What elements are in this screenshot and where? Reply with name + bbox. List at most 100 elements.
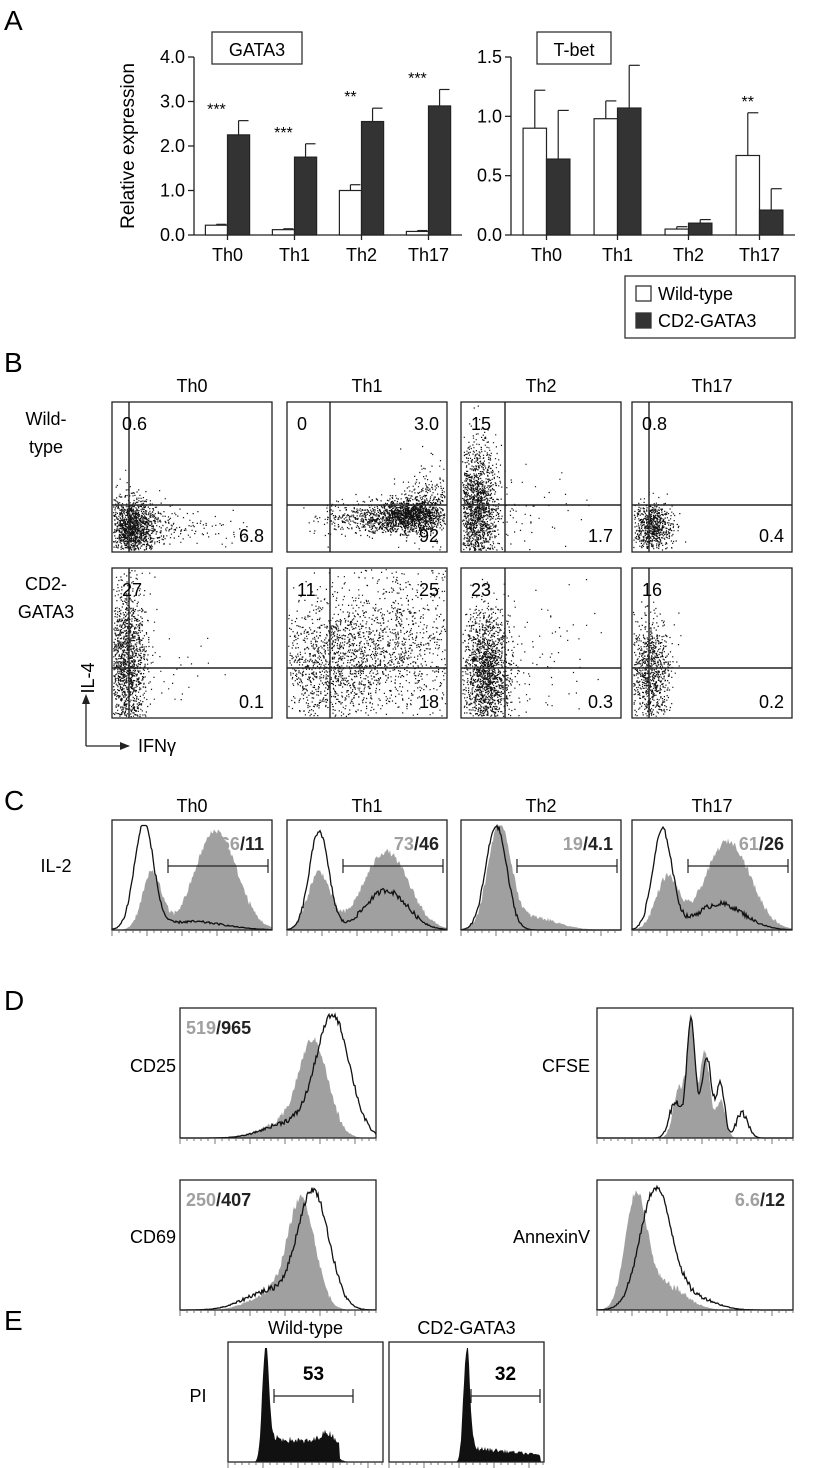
annexinv-histogram: AnnexinV 6.6/12 bbox=[513, 1179, 794, 1316]
x-tick-label-th17: Th17 bbox=[739, 245, 780, 265]
wild-type-value: 6.6 bbox=[735, 1190, 760, 1210]
significance-label: ** bbox=[742, 94, 754, 111]
cd25-label: CD25 bbox=[130, 1056, 176, 1076]
gata3-title-box bbox=[211, 31, 303, 65]
bar-wild-type-th0 bbox=[522, 127, 548, 236]
plot-frame bbox=[460, 401, 622, 553]
quadrant-ur-value: 3.0 bbox=[414, 414, 439, 434]
cell-events bbox=[303, 445, 446, 551]
pi-histogram-cd2-gata3: CD2-GATA3 32 bbox=[388, 1318, 545, 1468]
x-tick-label-th0: Th0 bbox=[212, 245, 243, 265]
significance-label: *** bbox=[207, 102, 226, 119]
tbet-title: T-bet bbox=[553, 40, 594, 60]
gate-values: 61/26 bbox=[739, 834, 784, 854]
panel-letter-e: E bbox=[4, 1305, 23, 1336]
histogram-fill bbox=[180, 1036, 376, 1138]
histogram-fill bbox=[287, 848, 447, 930]
legend-label-wild-type: Wild-type bbox=[658, 284, 733, 304]
histogram-fill bbox=[597, 1014, 793, 1138]
gate-values: 250/407 bbox=[186, 1190, 251, 1210]
legend: Wild-type CD2-GATA3 bbox=[624, 275, 796, 339]
plot-frame bbox=[286, 567, 448, 719]
plot-frame bbox=[111, 567, 273, 719]
x-axis-ticks bbox=[111, 930, 267, 936]
value-separator: / bbox=[240, 834, 245, 854]
quadrant-lr-value: 0.1 bbox=[239, 692, 264, 712]
bar-wild-type-th2 bbox=[338, 189, 363, 236]
histogram-fill bbox=[228, 1348, 383, 1462]
il2-histogram-th2: Th2 19/4.1 bbox=[460, 796, 622, 936]
histogram-frame bbox=[111, 819, 273, 931]
legend-label-cd2-gata3: CD2-GATA3 bbox=[658, 311, 756, 331]
y-tick-label: 0.0 bbox=[477, 225, 502, 245]
significance-label: ** bbox=[344, 89, 356, 106]
panel-letter-a: A bbox=[4, 5, 23, 36]
bar-cd2-gata3-th17 bbox=[427, 105, 452, 236]
value-separator: / bbox=[759, 834, 764, 854]
quadrant-lr-value: 1.7 bbox=[588, 526, 613, 546]
x-tick-label-th1: Th1 bbox=[279, 245, 310, 265]
gate-values: 6.6/12 bbox=[735, 1190, 785, 1210]
column-header-th0: Th0 bbox=[176, 796, 207, 816]
bar-cd2-gata3-th0 bbox=[226, 134, 251, 236]
cell-events bbox=[113, 570, 226, 718]
cd2-gata3-value: 46 bbox=[419, 834, 439, 854]
bar-wild-type-th2 bbox=[664, 228, 690, 236]
dot-plot-th17-row-1: 0.8 0.4 bbox=[631, 401, 793, 553]
pi-gate-value: 53 bbox=[303, 1364, 324, 1385]
gata3-ylabel: Relative expression bbox=[118, 63, 139, 229]
quadrant-ul-value: 0.8 bbox=[642, 414, 667, 434]
histogram-line bbox=[180, 1187, 376, 1311]
histogram-fill bbox=[597, 1190, 793, 1310]
quadrant-lr-value: 92 bbox=[419, 526, 439, 546]
x-axis-ticks bbox=[596, 1310, 794, 1316]
quadrant-ul-value: 15 bbox=[471, 414, 491, 434]
cell-events bbox=[633, 601, 682, 717]
gate-values: 73/46 bbox=[394, 834, 439, 854]
column-header-th17: Th17 bbox=[691, 376, 732, 396]
ifng-arrow-head bbox=[120, 742, 130, 750]
bar-cd2-gata3-th17 bbox=[758, 209, 784, 236]
cd2-gata3-value: 965 bbox=[221, 1018, 251, 1038]
ifng-axis-label: IFNγ bbox=[138, 736, 176, 756]
cd69-label: CD69 bbox=[130, 1227, 176, 1247]
cd2-gata3-value: 4.1 bbox=[588, 834, 613, 854]
quadrant-lr-value: 0.4 bbox=[759, 526, 784, 546]
plot-frame bbox=[460, 567, 622, 719]
row-label-wild-type-line1: Wild- bbox=[26, 409, 67, 429]
histogram-line bbox=[111, 824, 272, 931]
x-axis-ticks bbox=[227, 1462, 383, 1468]
bar-wild-type-th0 bbox=[204, 224, 229, 236]
bar-cd2-gata3-th1 bbox=[293, 156, 318, 236]
annexinv-label: AnnexinV bbox=[513, 1227, 590, 1247]
column-header-th17: Th17 bbox=[691, 796, 732, 816]
il2-row-label: IL-2 bbox=[40, 856, 71, 876]
plot-frame bbox=[631, 401, 793, 553]
histogram-line bbox=[631, 825, 793, 931]
cell-events bbox=[633, 491, 687, 551]
x-axis-ticks bbox=[388, 1462, 544, 1468]
value-separator: / bbox=[760, 1190, 765, 1210]
quadrant-lr-value: 0.3 bbox=[588, 692, 613, 712]
y-tick-label: 3.0 bbox=[160, 92, 185, 112]
quadrant-lr-value: 0.2 bbox=[759, 692, 784, 712]
column-header-th2: Th2 bbox=[525, 376, 556, 396]
x-axis-ticks bbox=[179, 1138, 377, 1144]
legend-swatch-cd2-gata3 bbox=[635, 312, 652, 329]
x-tick-label-th1: Th1 bbox=[602, 245, 633, 265]
panel-letter-c: C bbox=[4, 785, 24, 816]
gata3-chart: GATA3 Relative expression 0.0 1.0 2.0 3.0 4.… bbox=[118, 31, 462, 265]
dot-plot-th0-row-1: 0.6 6.8 bbox=[111, 401, 273, 553]
row-label-cd2-gata3-line1: CD2- bbox=[25, 574, 67, 594]
bar-cd2-gata3-th2 bbox=[687, 222, 713, 236]
y-tick-label: 1.0 bbox=[477, 106, 502, 126]
cd69-histogram: CD69 250/407 bbox=[130, 1179, 377, 1316]
dot-plot-th0-row-2: 270.1 bbox=[111, 567, 273, 719]
il4-axis-label: IL-4 bbox=[78, 662, 98, 693]
histogram-fill bbox=[112, 829, 272, 930]
significance-label: *** bbox=[274, 125, 293, 142]
y-tick-label: 1.0 bbox=[160, 181, 185, 201]
